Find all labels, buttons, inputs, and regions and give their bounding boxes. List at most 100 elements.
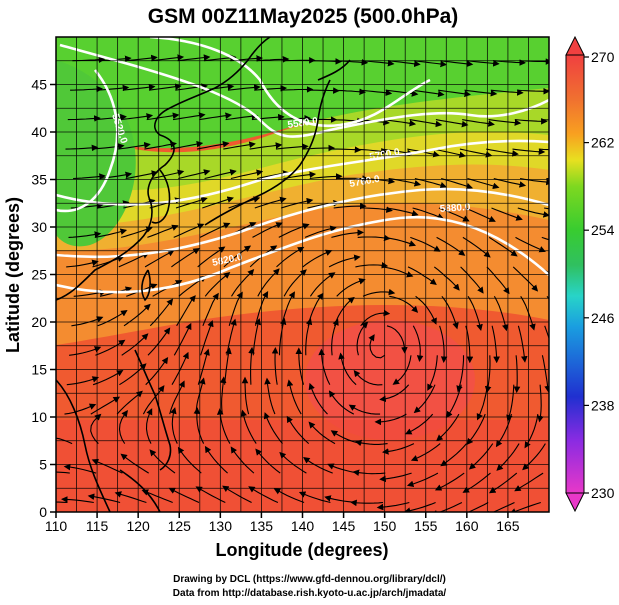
coast-hokkaido — [317, 59, 351, 81]
x-tick-label: 140 — [291, 518, 315, 534]
streamline — [433, 266, 460, 291]
streamline — [517, 325, 528, 363]
streamline — [386, 325, 408, 354]
streamline — [412, 325, 424, 363]
streamline — [513, 355, 521, 394]
x-tick-label: 155 — [414, 518, 438, 534]
x-tick-label: 120 — [126, 518, 150, 534]
x-tick-label: 145 — [332, 518, 356, 534]
streamline — [466, 413, 486, 446]
coast-borneo — [119, 469, 161, 512]
streamline — [410, 443, 441, 462]
lat-lon-grid — [56, 37, 549, 512]
streamline — [197, 246, 226, 268]
streamline — [286, 379, 302, 415]
streamline — [64, 403, 97, 415]
streamline — [462, 472, 491, 493]
streamline — [63, 463, 97, 474]
streamline — [328, 146, 362, 153]
y-tick-label: 35 — [31, 172, 47, 188]
y-tick-label: 45 — [31, 77, 47, 93]
streamline — [490, 89, 524, 96]
streamline — [199, 222, 231, 238]
streamline — [436, 236, 466, 256]
y-tick-label: 15 — [31, 362, 47, 378]
streamline — [406, 472, 439, 488]
streamline — [56, 501, 68, 504]
contour-5880 — [56, 215, 549, 294]
streamline — [302, 249, 333, 268]
streamline — [273, 488, 305, 504]
streamline — [66, 376, 100, 386]
streamline — [376, 501, 410, 511]
streamline — [336, 278, 366, 297]
streamline — [94, 113, 127, 121]
streamline — [333, 88, 367, 96]
x-tick-label: 150 — [373, 518, 397, 534]
streamline — [537, 384, 544, 423]
streamline — [123, 303, 151, 327]
streamline — [147, 327, 171, 356]
streamline — [515, 236, 546, 253]
streamline — [304, 225, 337, 238]
streamline — [379, 472, 412, 483]
streamline — [333, 296, 355, 326]
streamline — [171, 248, 200, 268]
colorbar-body — [565, 54, 585, 494]
streamline — [56, 471, 70, 474]
streamline — [125, 170, 159, 180]
streamline — [249, 142, 283, 150]
y-tick-label: 10 — [31, 409, 47, 425]
streamline — [409, 119, 443, 128]
x-tick-label: 130 — [209, 518, 233, 534]
streamline — [467, 296, 483, 331]
contour-5580 — [149, 37, 431, 128]
coast-taiwan — [141, 269, 151, 302]
streamline — [496, 443, 520, 471]
streamline — [303, 457, 333, 474]
streamline — [350, 499, 384, 507]
streamline — [506, 384, 515, 422]
streamline — [410, 236, 441, 252]
colorbar-bottom-triangle — [565, 492, 585, 513]
streamline — [354, 439, 388, 447]
streamline — [68, 231, 102, 238]
streamline — [460, 266, 484, 294]
streamline — [116, 390, 143, 415]
streamline — [361, 59, 395, 67]
streamline — [281, 291, 295, 326]
streamline — [254, 290, 269, 326]
streamline — [352, 469, 386, 476]
streamline — [196, 140, 230, 150]
streamline — [309, 173, 343, 180]
streamline — [263, 412, 283, 444]
contour-label-5580: 5580.0 — [287, 116, 319, 131]
streamline — [438, 207, 470, 222]
streamline — [199, 112, 233, 121]
streamline — [95, 339, 126, 356]
streamline — [411, 89, 445, 98]
streamline — [120, 113, 154, 121]
streamline — [328, 390, 355, 415]
streamline — [355, 262, 389, 269]
streamline — [204, 271, 231, 297]
colorbar-tick-label: 270 — [591, 49, 615, 65]
streamline — [230, 446, 255, 474]
streamline — [223, 141, 256, 150]
streamline — [389, 295, 419, 313]
streamline — [119, 363, 147, 386]
streamline — [226, 318, 237, 356]
streamline — [427, 355, 438, 391]
y-tick-label: 40 — [31, 124, 47, 140]
streamline — [517, 87, 549, 95]
streamline — [379, 384, 410, 403]
streamline — [248, 486, 279, 504]
colorbar-tick-label: 238 — [591, 397, 615, 413]
streamline — [493, 296, 509, 332]
x-tick-label: 125 — [168, 518, 192, 534]
streamline — [124, 54, 158, 62]
streamline — [177, 446, 202, 474]
streamline — [195, 377, 206, 415]
streamline — [144, 250, 175, 268]
streamline — [142, 385, 165, 415]
